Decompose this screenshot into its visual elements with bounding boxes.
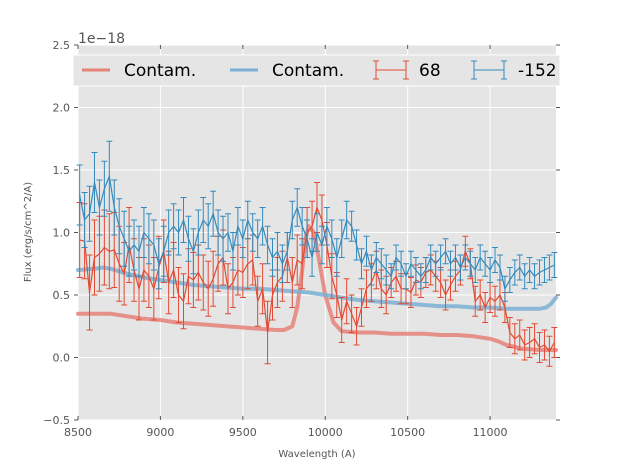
y-tick-label: −0.5 [43,414,70,427]
x-tick-label: 10000 [308,426,343,439]
y-tick-label: 1.5 [53,164,71,177]
legend-label: Contam. [124,61,196,81]
y-tick-label: 2.5 [53,39,71,52]
y-tick-label: 0.0 [53,352,71,365]
x-tick-label: 9000 [146,426,174,439]
y-tick-label: 2.0 [53,102,71,115]
legend-label: 68 [419,61,441,81]
legend: Contam. Contam. 68 -152 [72,54,561,87]
y-offset-text: 1e−18 [78,31,125,47]
x-tick-label: 8500 [64,426,92,439]
legend-label: Contam. [272,61,344,81]
y-axis-label: Flux (erg/s/cm^2/A) [23,182,34,282]
y-tick-label: 1.0 [53,227,71,240]
x-tick-label: 9500 [229,426,257,439]
series-3 [76,140,558,302]
ticks: 8500 9000 9500 10000 10500 11000 −0.5 0.0 0.5 1.0… [43,39,560,439]
series-layer [76,140,558,367]
x-tick-label: 10500 [390,426,425,439]
x-tick-label: 11000 [473,426,508,439]
legend-label: -152 [518,61,557,81]
data-line [79,174,555,291]
x-axis-label: Wavelength (A) [278,449,355,460]
y-tick-label: 0.5 [53,289,71,302]
